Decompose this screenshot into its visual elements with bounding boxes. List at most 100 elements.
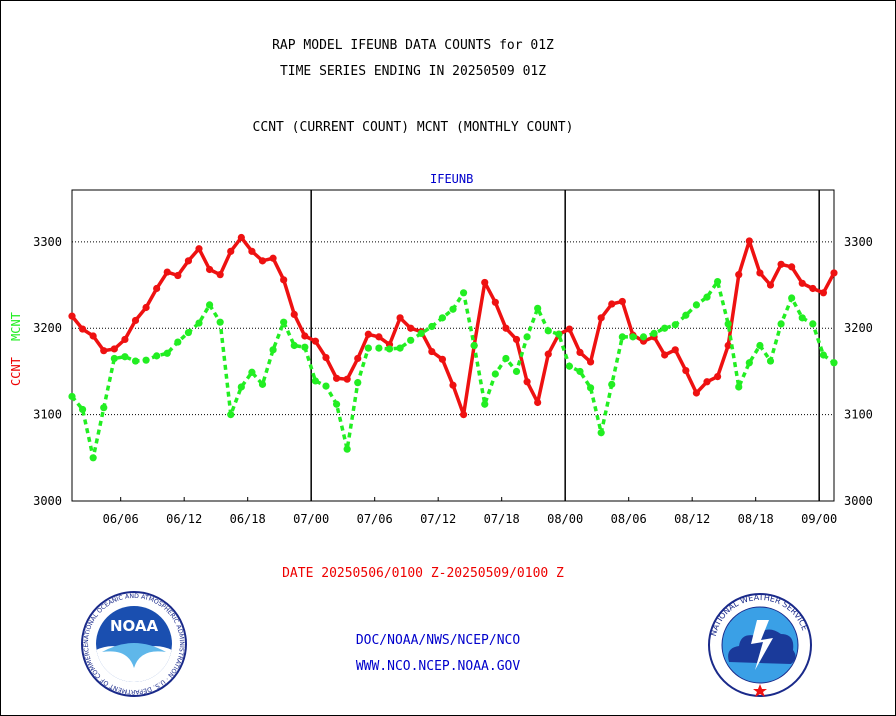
data-point-ccnt xyxy=(777,260,785,268)
x-tick-label: 06/12 xyxy=(166,512,202,526)
y-tick-label-right: 3100 xyxy=(844,408,873,422)
data-point-ccnt xyxy=(523,378,531,386)
data-point-ccnt xyxy=(407,324,415,332)
data-point-mcnt xyxy=(650,329,658,338)
data-point-mcnt xyxy=(798,314,806,322)
data-point-mcnt xyxy=(565,362,574,370)
data-point-mcnt xyxy=(311,377,320,385)
data-point-ccnt xyxy=(301,332,309,340)
noaa-logo-text: NOAA xyxy=(110,617,159,635)
data-point-mcnt xyxy=(661,324,669,332)
data-point-ccnt xyxy=(195,245,203,253)
data-point-mcnt xyxy=(375,344,383,352)
data-point-mcnt xyxy=(142,356,150,364)
data-point-mcnt xyxy=(68,392,76,401)
data-point-ccnt xyxy=(597,314,605,322)
data-point-mcnt xyxy=(491,370,499,378)
data-point-ccnt xyxy=(68,312,76,320)
data-point-ccnt xyxy=(586,358,595,366)
data-point-mcnt xyxy=(163,349,171,357)
data-point-mcnt xyxy=(534,304,542,312)
data-point-mcnt xyxy=(512,367,521,376)
data-point-mcnt xyxy=(502,354,510,363)
y-tick-label-right: 3300 xyxy=(844,235,873,249)
data-point-ccnt xyxy=(78,325,87,333)
data-point-ccnt xyxy=(512,335,521,344)
data-point-mcnt xyxy=(322,382,330,390)
data-point-ccnt xyxy=(798,279,806,287)
y-tick-label-left: 3100 xyxy=(33,408,62,422)
data-point-mcnt xyxy=(809,320,817,328)
data-point-mcnt xyxy=(184,328,193,337)
chart-subtitle: CCNT (CURRENT COUNT) MCNT (MONTHLY COUNT… xyxy=(252,120,574,135)
footer-url[interactable]: WWW.NCO.NCEP.NOAA.GOV xyxy=(355,659,521,674)
data-point-mcnt xyxy=(153,352,161,360)
y-tick-label-left: 3000 xyxy=(33,494,62,508)
data-point-mcnt xyxy=(227,411,235,419)
footer-org[interactable]: DOC/NOAA/NWS/NCEP/NCO xyxy=(355,633,521,648)
data-point-ccnt xyxy=(671,346,679,354)
data-point-mcnt xyxy=(237,383,245,391)
data-point-mcnt xyxy=(110,354,118,363)
x-tick-label: 07/12 xyxy=(420,512,456,526)
data-point-mcnt xyxy=(766,357,775,365)
chart-title-line2: TIME SERIES ENDING IN 20250509 01Z xyxy=(279,64,547,79)
data-point-ccnt xyxy=(332,374,341,382)
chart-title-line1: RAP MODEL IFEUNB DATA COUNTS for 01Z xyxy=(272,38,554,53)
data-point-mcnt xyxy=(121,353,129,361)
data-point-mcnt xyxy=(586,384,595,392)
x-tick-label: 06/06 xyxy=(103,512,139,526)
data-point-ccnt xyxy=(248,247,256,255)
data-point-ccnt xyxy=(142,303,150,312)
data-point-mcnt xyxy=(459,289,468,297)
data-point-mcnt xyxy=(745,359,753,367)
x-tick-label: 08/06 xyxy=(611,512,647,526)
data-point-mcnt xyxy=(385,345,394,353)
data-point-mcnt xyxy=(78,405,87,414)
data-point-ccnt xyxy=(735,271,743,279)
data-point-mcnt xyxy=(713,277,722,286)
data-point-mcnt xyxy=(671,321,679,329)
data-point-mcnt xyxy=(89,454,97,462)
y-tick-label-right: 3000 xyxy=(844,494,873,508)
data-point-ccnt xyxy=(819,289,828,297)
data-point-mcnt xyxy=(290,341,298,350)
data-point-mcnt xyxy=(756,341,764,350)
data-point-mcnt xyxy=(788,294,796,302)
data-point-ccnt xyxy=(311,337,320,345)
data-point-ccnt xyxy=(534,398,542,407)
data-point-ccnt xyxy=(364,330,372,338)
data-point-ccnt xyxy=(216,271,224,279)
data-point-mcnt xyxy=(332,400,341,408)
data-point-mcnt xyxy=(205,301,214,309)
data-point-ccnt xyxy=(830,269,838,277)
data-point-ccnt xyxy=(756,269,764,277)
data-point-mcnt xyxy=(280,318,288,326)
data-point-mcnt xyxy=(830,359,838,367)
y-tick-label-right: 3200 xyxy=(844,321,873,335)
data-point-mcnt xyxy=(396,344,404,352)
data-point-mcnt xyxy=(555,330,563,338)
data-point-ccnt xyxy=(121,335,129,344)
data-point-mcnt xyxy=(470,341,478,350)
data-point-ccnt xyxy=(809,284,817,293)
x-tick-label: 08/00 xyxy=(547,512,583,526)
data-point-ccnt xyxy=(227,247,235,255)
data-point-mcnt xyxy=(481,400,489,408)
data-point-mcnt xyxy=(629,333,637,341)
data-point-ccnt xyxy=(692,389,701,397)
data-point-ccnt xyxy=(110,345,118,353)
data-point-mcnt xyxy=(777,320,785,328)
data-point-ccnt xyxy=(428,347,436,356)
data-point-mcnt xyxy=(819,351,828,359)
data-point-ccnt xyxy=(280,276,288,284)
data-point-mcnt xyxy=(576,367,584,376)
data-point-ccnt xyxy=(174,271,182,280)
data-point-mcnt xyxy=(216,318,224,326)
data-point-mcnt xyxy=(258,380,267,388)
data-point-mcnt xyxy=(724,320,732,328)
plot-area xyxy=(71,189,835,502)
data-point-ccnt xyxy=(100,347,108,355)
data-point-ccnt xyxy=(682,366,690,375)
